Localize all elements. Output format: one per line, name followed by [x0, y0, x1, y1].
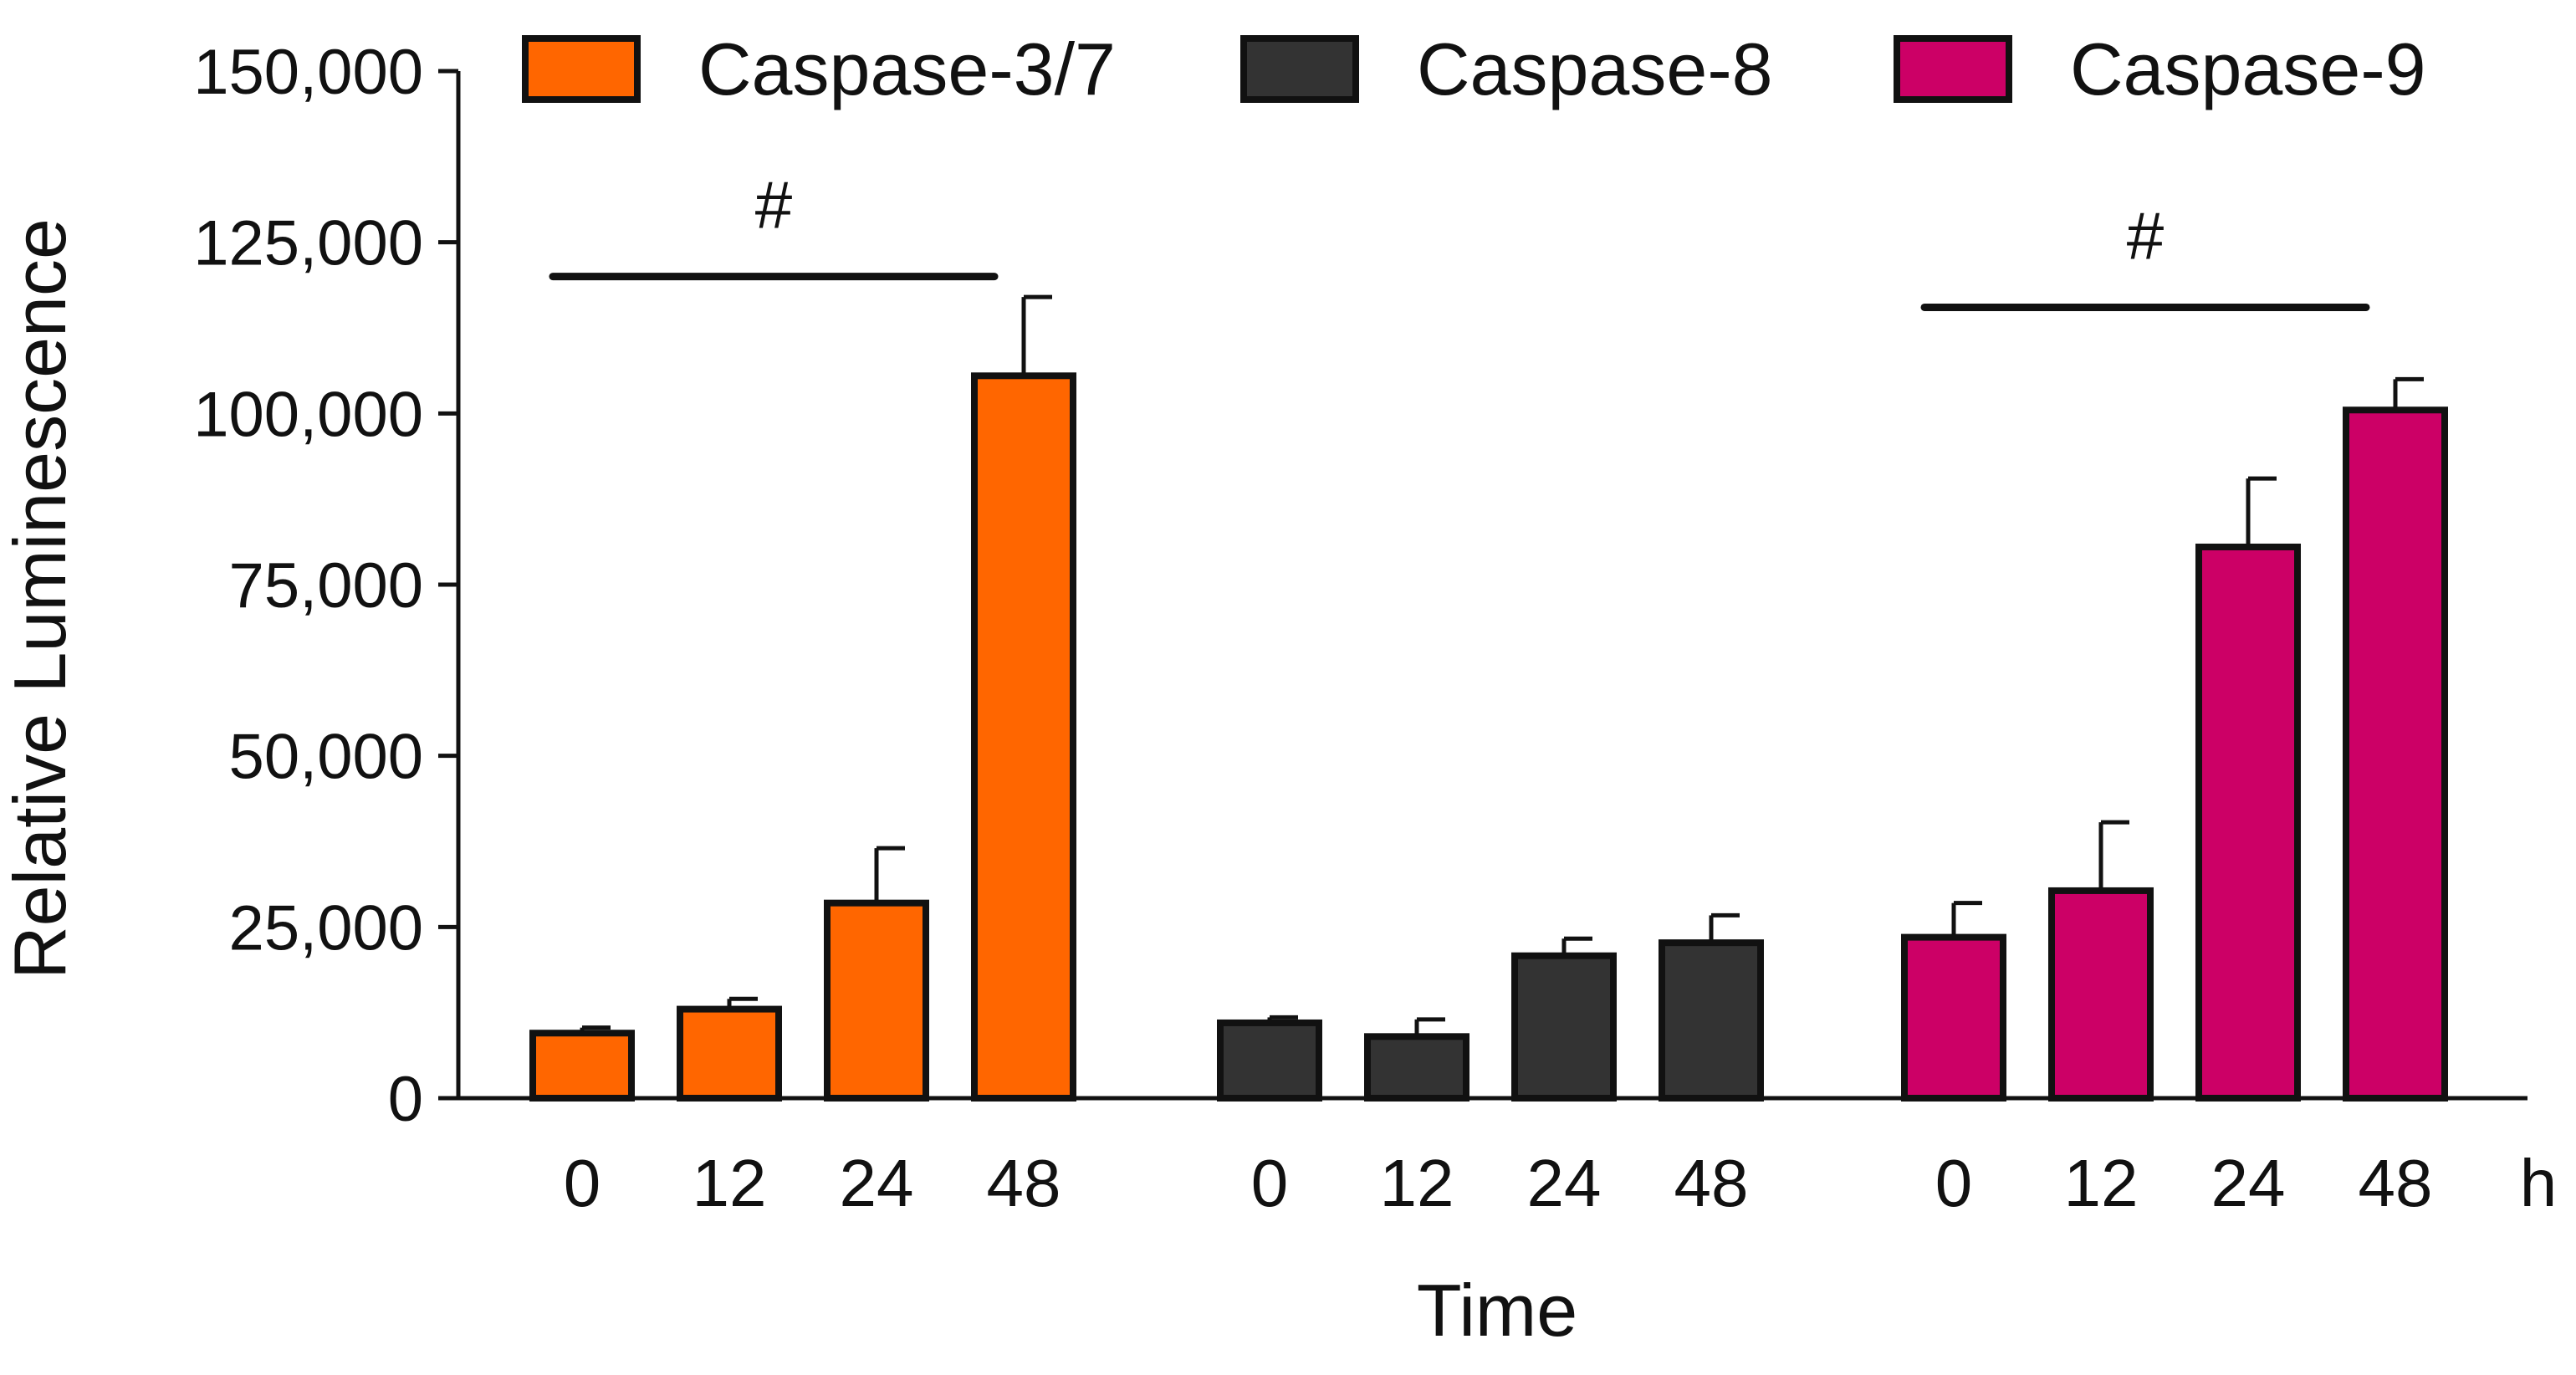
x-tick-label: 24: [1527, 1146, 1602, 1220]
y-tick-label: 25,000: [229, 892, 423, 964]
y-axis-label: Relative Luminescence: [0, 218, 81, 979]
bar: [1659, 939, 1764, 1102]
y-tick-label: 150,000: [193, 37, 423, 108]
bar: [2195, 543, 2301, 1102]
x-tick-label: 12: [693, 1146, 767, 1220]
significance-label: #: [755, 168, 793, 243]
x-tick-label: 48: [987, 1146, 1061, 1220]
bar: [1364, 1033, 1469, 1102]
bar: [824, 899, 929, 1102]
x-tick-label: 48: [2359, 1146, 2433, 1220]
significance-layer: # #: [549, 168, 2370, 311]
x-tick-label: 48: [1674, 1146, 1749, 1220]
axes-layer: 0 25,000 50,000 75,000 100,000 125,000 150,000: [193, 37, 2527, 1135]
bar: [2343, 406, 2448, 1102]
bar: [1511, 952, 1617, 1102]
bar: [677, 1005, 782, 1102]
y-tick-label: 125,000: [193, 208, 423, 279]
x-tick-label: 24: [2211, 1146, 2286, 1220]
y-tick-label: 75,000: [229, 550, 423, 621]
x-tick-label: 12: [1380, 1146, 1454, 1220]
y-tick-label: 50,000: [229, 722, 423, 793]
bars-layer: 0 12 24 48 0 12 24 48 0 12 24 48: [529, 294, 2448, 1220]
legend-swatch: [1894, 35, 2012, 103]
y-tick-label: 100,000: [193, 379, 423, 450]
bar: [2048, 887, 2154, 1102]
bar: [1217, 1019, 1322, 1102]
x-tick-label: 12: [2064, 1146, 2139, 1220]
x-tick-label: 0: [564, 1146, 601, 1220]
x-tick-label: 24: [840, 1146, 914, 1220]
bar: [1901, 933, 2006, 1102]
legend-label: Caspase-3/7: [698, 28, 1116, 110]
legend: Caspase-3/7 Caspase-8 Caspase-9: [522, 28, 2426, 110]
bar: [971, 372, 1076, 1102]
x-axis-label: Time: [1417, 1269, 1577, 1352]
y-tick-label: 0: [388, 1064, 423, 1135]
x-tick-label: 0: [1251, 1146, 1289, 1220]
legend-label: Caspase-8: [1417, 28, 1773, 110]
legend-swatch: [1240, 35, 1359, 103]
legend-label: Caspase-9: [2070, 28, 2426, 110]
x-tick-label: 0: [1935, 1146, 1973, 1220]
bar: [529, 1030, 635, 1102]
significance-label: #: [2127, 198, 2165, 273]
legend-swatch: [522, 35, 641, 103]
x-axis-unit: h: [2520, 1146, 2558, 1220]
